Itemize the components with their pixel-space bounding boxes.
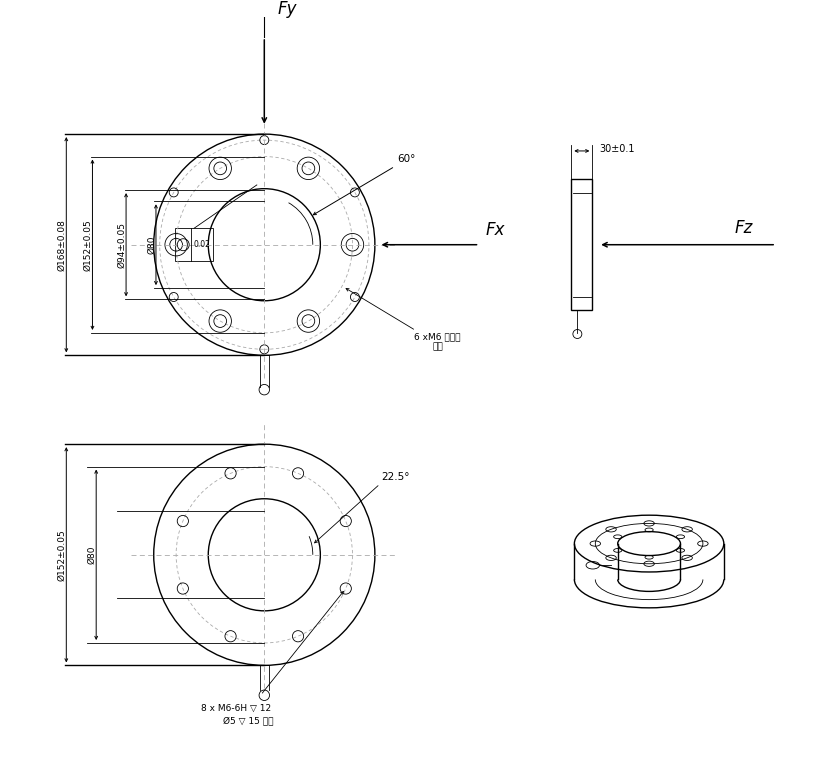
Bar bbox=[571, 180, 591, 310]
Text: Ø152±0.05: Ø152±0.05 bbox=[57, 529, 66, 581]
Text: 6 xM6 沉头孔: 6 xM6 沉头孔 bbox=[414, 332, 460, 342]
Text: 60°: 60° bbox=[397, 154, 415, 164]
Text: Ø5 ▽ 15 均布: Ø5 ▽ 15 均布 bbox=[223, 716, 274, 725]
Text: Ø152±0.05: Ø152±0.05 bbox=[84, 219, 93, 270]
Text: Fy: Fy bbox=[278, 0, 296, 18]
Text: Ø80: Ø80 bbox=[147, 235, 156, 254]
Text: Ø168±0.08: Ø168±0.08 bbox=[57, 219, 66, 270]
Text: 22.5°: 22.5° bbox=[381, 472, 410, 482]
Bar bbox=[175, 228, 212, 261]
Text: Ø80: Ø80 bbox=[87, 545, 96, 564]
Text: 30±0.1: 30±0.1 bbox=[599, 144, 635, 154]
Text: Fz: Fz bbox=[734, 219, 753, 238]
Text: 8 x M6-6H ▽ 12: 8 x M6-6H ▽ 12 bbox=[201, 704, 270, 714]
Text: 均布: 均布 bbox=[432, 342, 442, 351]
Text: 0.02: 0.02 bbox=[193, 240, 210, 249]
Text: Fx: Fx bbox=[485, 221, 505, 238]
Text: Ø94±0.05: Ø94±0.05 bbox=[117, 222, 126, 267]
